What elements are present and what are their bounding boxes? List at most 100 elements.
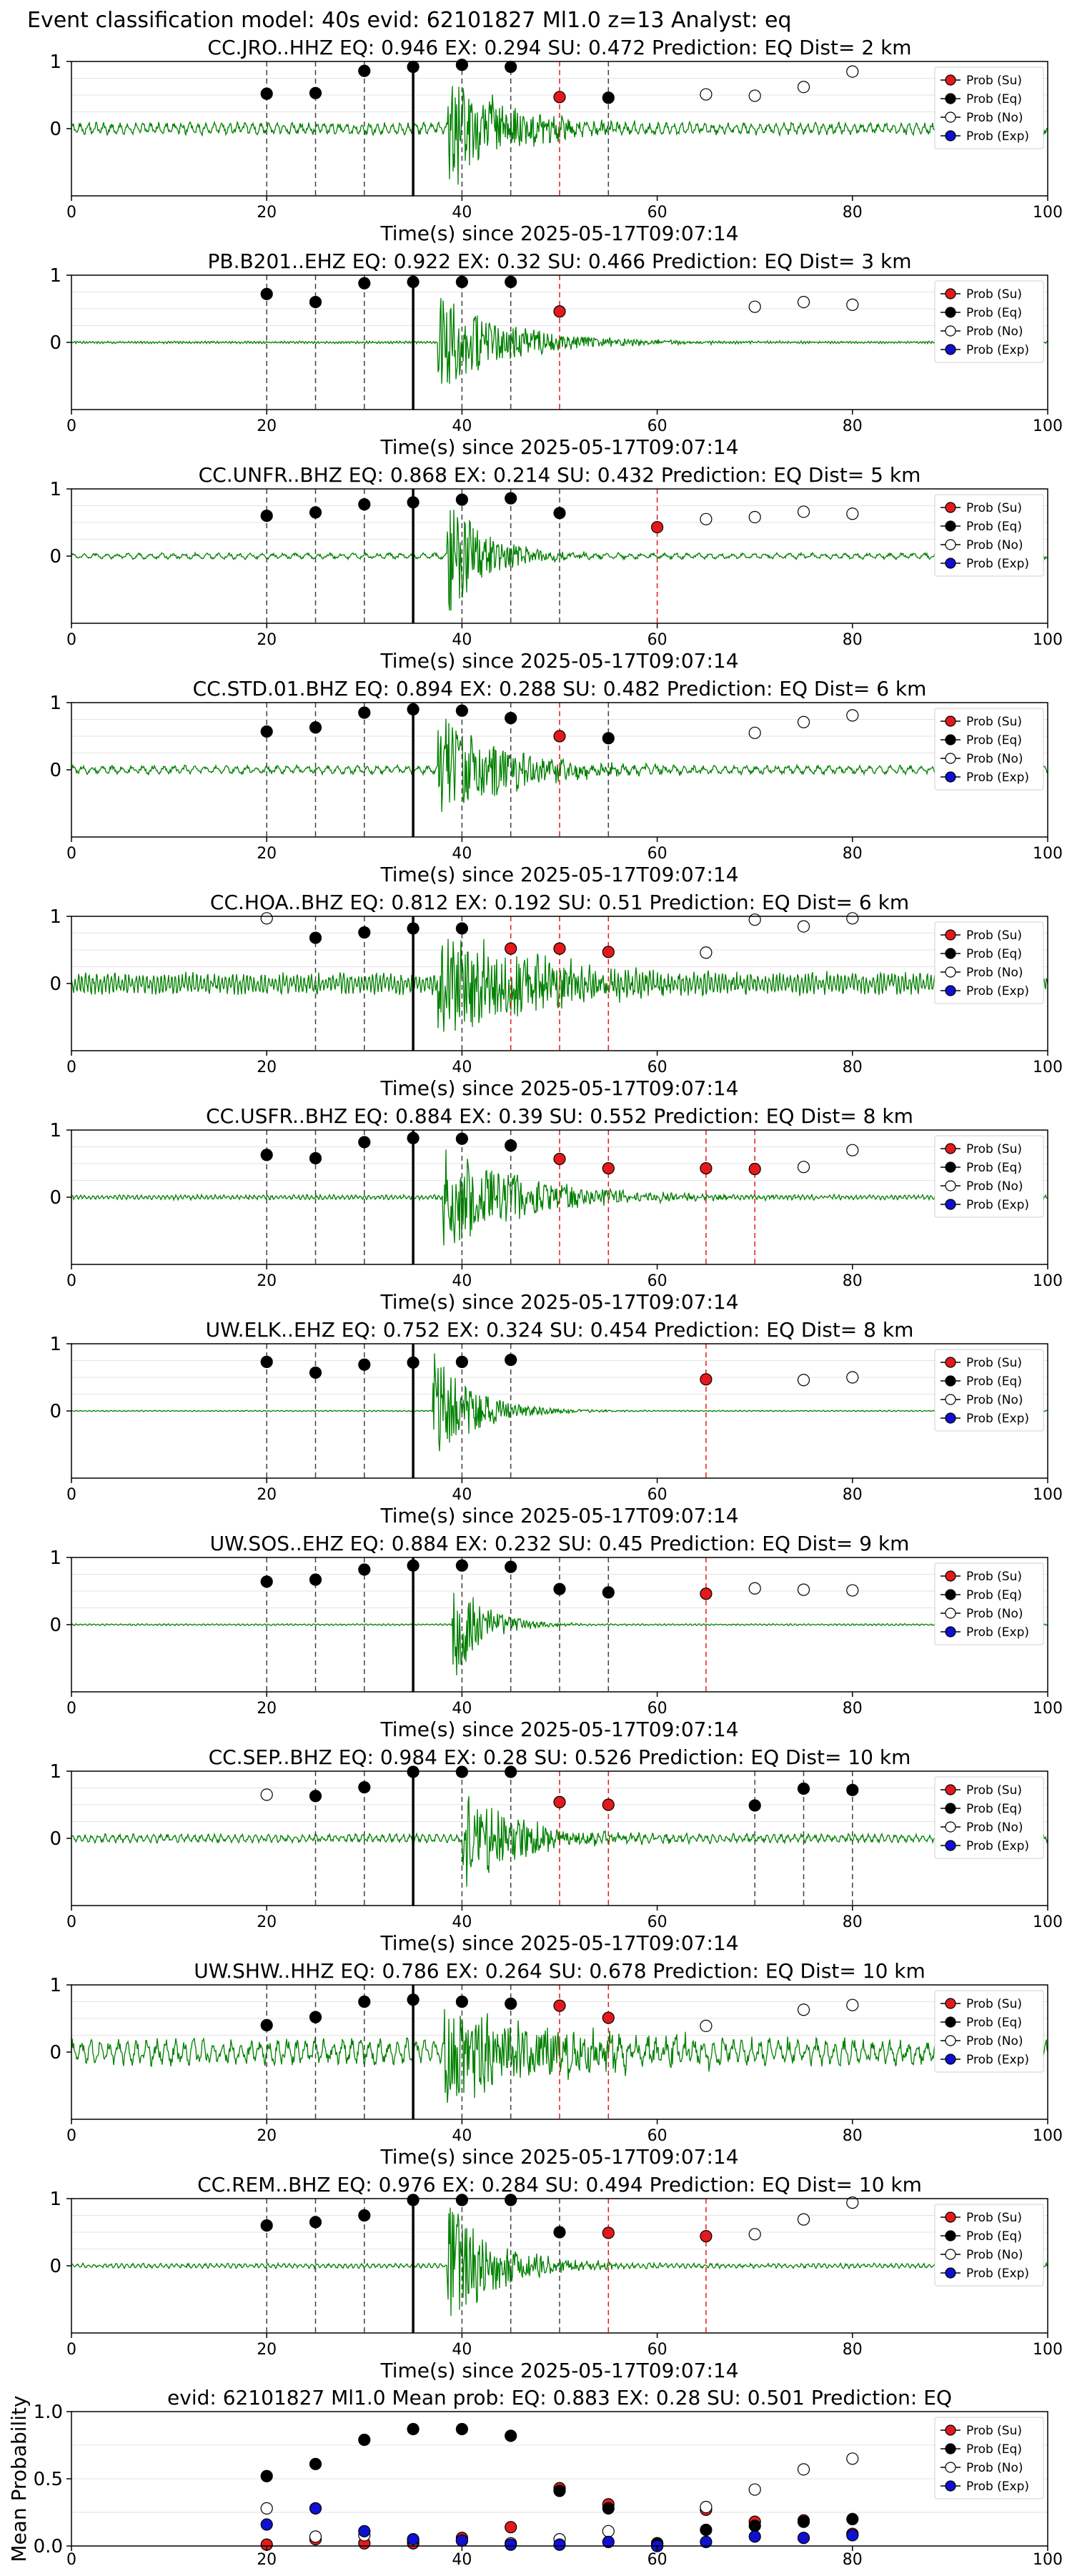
prob-point-eq [455, 1559, 469, 1572]
y-tick-label: 0 [49, 974, 61, 995]
x-tick-label: 60 [647, 1059, 667, 1076]
legend-marker-exp [945, 1412, 956, 1424]
station-panel: CC.HOA..BHZ EQ: 0.812 EX: 0.192 SU: 0.51… [49, 891, 1063, 1100]
prob-point-no [748, 726, 761, 739]
prob-point-no [846, 1998, 859, 2011]
x-tick-label: 40 [452, 1272, 472, 1290]
mean-point-exp [748, 2530, 761, 2543]
prob-point-no [748, 300, 761, 313]
x-tick-label: 100 [1033, 1700, 1063, 1718]
x-tick-label: 80 [843, 204, 863, 222]
x-tick-label: 80 [843, 2341, 863, 2359]
legend-label: Prob (No) [966, 2461, 1023, 2475]
y-tick-label: 1 [49, 1547, 61, 1569]
x-tick-label: 0 [66, 2341, 76, 2359]
prob-point-eq [309, 721, 322, 734]
legend-label: Prob (Eq) [966, 1161, 1022, 1175]
x-axis-label: Time(s) since 2025-05-17T09:07:14 [379, 863, 738, 886]
x-tick-label: 60 [647, 417, 667, 435]
legend-box [934, 1562, 1044, 1645]
legend-marker-eq [945, 93, 956, 104]
prob-point-eq [505, 1353, 517, 1367]
x-axis-label: Time(s) since 2025-05-17T09:07:14 [379, 1718, 738, 1741]
legend-marker-eq [945, 1375, 956, 1387]
prob-point-eq [505, 1765, 517, 1778]
x-tick-label: 80 [843, 1486, 863, 1504]
legend-label: Prob (No) [966, 2248, 1023, 2262]
y-axis-label: Mean Probability [7, 2395, 31, 2562]
prob-point-eq [505, 492, 517, 505]
panel-title: UW.ELK..EHZ EQ: 0.752 EX: 0.324 SU: 0.45… [206, 1318, 914, 1342]
prob-point-su [553, 1795, 566, 1808]
x-tick-label: 20 [257, 1913, 277, 1931]
prob-point-eq [309, 2216, 322, 2229]
mean-point-eq [797, 2515, 810, 2528]
station-panel: CC.REM..BHZ EQ: 0.976 EX: 0.284 SU: 0.49… [49, 2173, 1063, 2382]
legend-label: Prob (Exp) [966, 557, 1029, 571]
legend-label: Prob (Su) [966, 928, 1022, 943]
legend-marker-no [945, 2035, 956, 2046]
prob-point-no [797, 1583, 810, 1596]
legend-box [934, 2204, 1044, 2287]
legend-label: Prob (Exp) [966, 2053, 1029, 2067]
x-tick-label: 100 [1033, 1486, 1063, 1504]
prob-point-su [700, 1373, 713, 1386]
prob-point-eq [407, 2194, 420, 2206]
prob-point-eq [455, 275, 469, 288]
legend-marker-exp [945, 985, 956, 996]
prob-point-eq [505, 275, 517, 288]
waveform-trace [71, 1795, 1048, 1887]
panel-title: evid: 62101827 Ml1.0 Mean prob: EQ: 0.88… [167, 2386, 952, 2409]
x-tick-label: 100 [1033, 1913, 1063, 1931]
x-tick-label: 20 [257, 204, 277, 222]
x-tick-label: 0 [66, 845, 76, 863]
prob-point-eq [407, 1765, 420, 1778]
x-tick-label: 80 [843, 1700, 863, 1718]
legend-marker-exp [945, 130, 956, 142]
waveform-trace [71, 1149, 1048, 1246]
prob-point-eq [358, 1563, 371, 1576]
prob-point-no [797, 1374, 810, 1387]
legend-marker-eq [945, 307, 956, 318]
prob-point-eq [358, 1780, 371, 1794]
prob-point-no [797, 2213, 810, 2226]
mean-point-no [748, 2483, 761, 2496]
legend-marker-eq [945, 1161, 956, 1173]
mean-point-eq [505, 2429, 517, 2442]
x-tick-label: 100 [1033, 417, 1063, 435]
mean-point-exp [260, 2518, 273, 2531]
x-tick-label: 0 [66, 1700, 76, 1718]
prob-point-eq [455, 1995, 469, 2008]
prob-point-eq [260, 725, 273, 738]
y-tick-label: 0.5 [34, 2469, 63, 2490]
legend-label: Prob (Eq) [966, 733, 1022, 748]
legend-marker-exp [945, 771, 956, 783]
prob-point-eq [260, 1355, 273, 1368]
legend-marker-no [945, 2249, 956, 2260]
prob-point-eq [455, 1355, 469, 1368]
legend-label: Prob (Su) [966, 2424, 1022, 2438]
x-tick-label: 0 [66, 204, 76, 222]
legend-marker-exp [945, 2480, 956, 2492]
legend-marker-eq [945, 1803, 956, 1814]
legend-marker-eq [945, 948, 956, 959]
figure-suptitle: Event classification model: 40s evid: 62… [27, 8, 792, 33]
prob-point-no [700, 946, 713, 959]
x-tick-label: 20 [257, 631, 277, 649]
prob-point-su [553, 1152, 566, 1166]
prob-point-eq [407, 922, 420, 935]
prob-point-no [846, 709, 859, 722]
x-axis-label: Time(s) since 2025-05-17T09:07:14 [379, 1504, 738, 1527]
legend-marker-eq [945, 1589, 956, 1600]
prob-point-eq [407, 1131, 420, 1144]
prob-point-eq [358, 277, 371, 289]
prob-point-eq [358, 1136, 371, 1149]
y-tick-label: 1 [49, 2189, 61, 2210]
mean-point-no [846, 2452, 859, 2465]
mean-point-exp [700, 2535, 713, 2548]
panel-title: CC.HOA..BHZ EQ: 0.812 EX: 0.192 SU: 0.51… [210, 891, 909, 914]
prob-point-no [700, 512, 713, 525]
x-tick-label: 0 [66, 1059, 76, 1076]
legend-box [934, 708, 1044, 791]
prob-point-no [846, 298, 859, 311]
